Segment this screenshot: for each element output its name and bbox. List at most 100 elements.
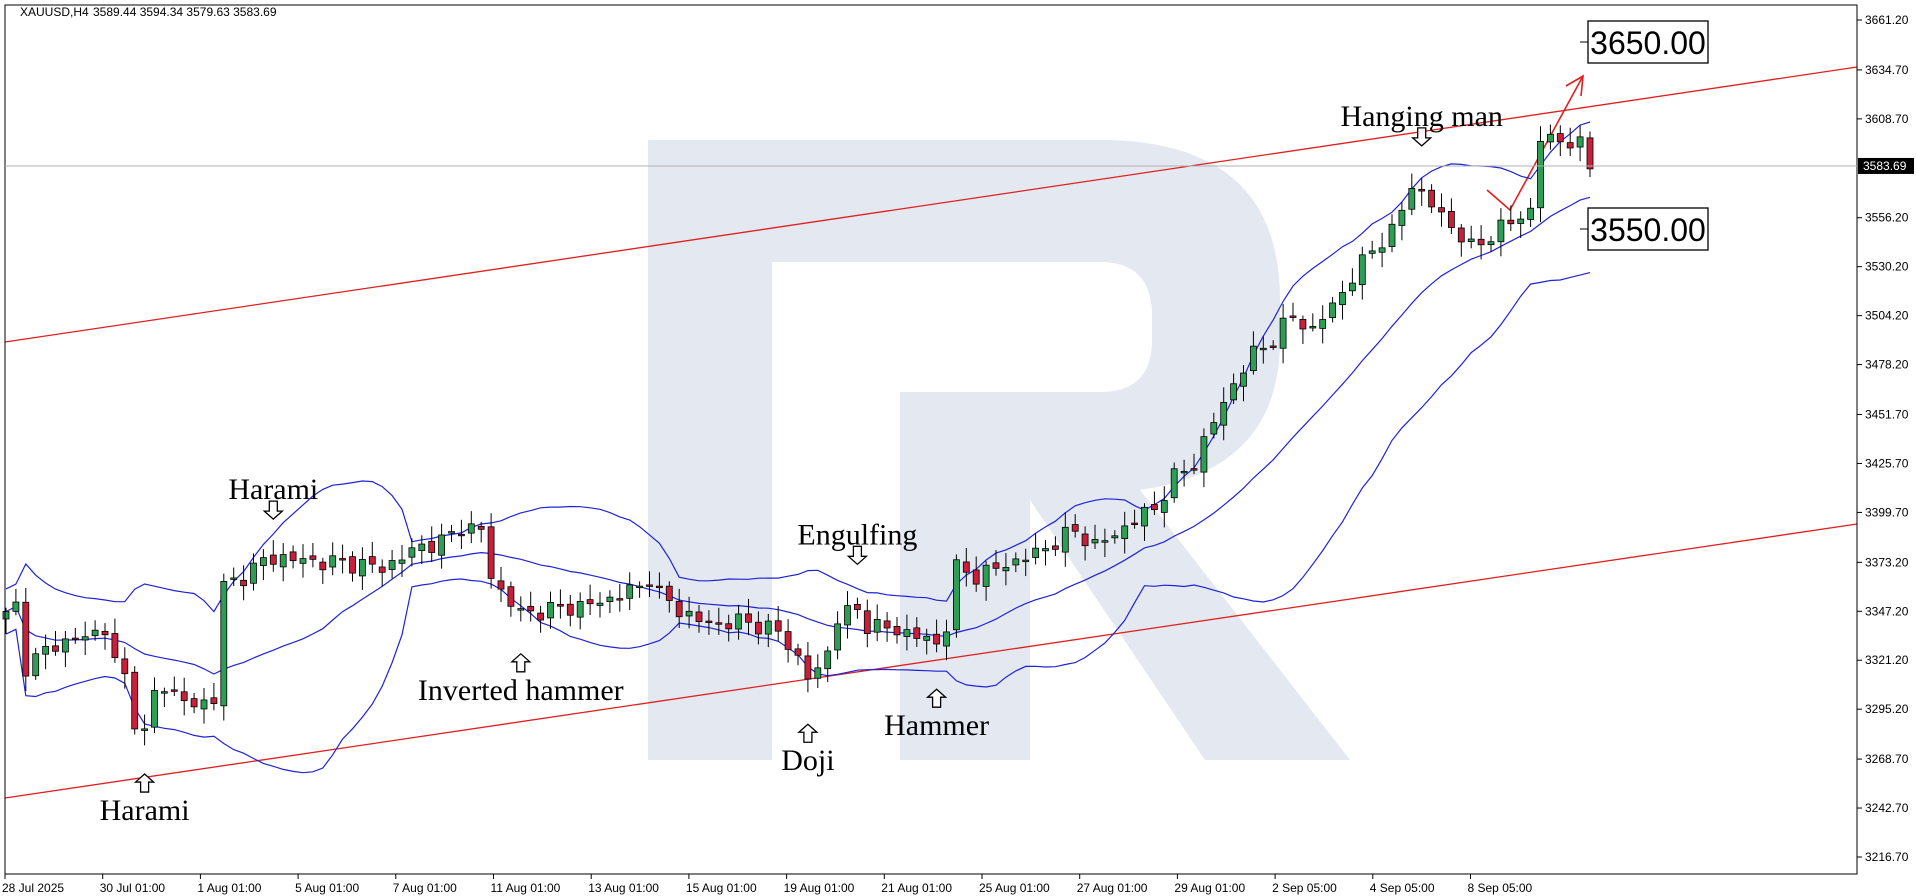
candle	[1418, 177, 1426, 206]
candle-body	[695, 611, 703, 623]
candle-body	[358, 558, 366, 577]
candle-body	[259, 557, 267, 566]
candle-body	[71, 637, 79, 640]
candle	[1022, 548, 1030, 577]
candle	[170, 676, 178, 697]
candle	[269, 540, 277, 572]
candle-body	[1200, 436, 1208, 473]
candle	[1210, 412, 1218, 439]
x-tick-label: 29 Aug 01:00	[1174, 881, 1245, 895]
candle-body	[240, 579, 248, 587]
x-tick-label: 21 Aug 01:00	[881, 881, 952, 895]
candle-body	[1032, 547, 1039, 558]
candle	[1200, 428, 1208, 488]
candle	[22, 588, 30, 692]
candle-body	[1042, 548, 1049, 552]
candle-body	[893, 625, 901, 636]
candle-body	[685, 610, 693, 617]
candle	[141, 714, 149, 746]
candle	[101, 623, 109, 650]
y-tick-label: 3556.20	[1865, 211, 1909, 225]
axes: 3661.20 3634.70 3608.70 3583.69 3556.20 3530.…	[2, 4, 1914, 895]
candle	[1071, 514, 1079, 538]
candle-body	[1081, 533, 1089, 547]
trend-channel	[4, 66, 1858, 799]
candle	[755, 611, 762, 645]
candle-body	[1527, 207, 1534, 220]
candle-body	[141, 728, 149, 731]
candle-body	[220, 581, 228, 707]
pattern-annotation: Harami	[100, 773, 190, 827]
candle	[953, 554, 960, 638]
candle-body	[349, 556, 356, 574]
candle-body	[1091, 539, 1099, 544]
x-tick-label: 4 Sep 05:00	[1370, 881, 1435, 895]
candle	[1151, 491, 1158, 515]
candle	[1547, 124, 1554, 150]
candle	[180, 677, 188, 716]
candle-body	[557, 604, 564, 607]
x-tick-label: 2 Sep 05:00	[1272, 881, 1337, 895]
candle-body	[1299, 319, 1307, 330]
candle	[1111, 530, 1119, 544]
watermark-logo	[648, 140, 1350, 760]
x-tick-label: 7 Aug 01:00	[393, 881, 457, 895]
candle	[279, 543, 287, 582]
price-level: 3650.00	[1580, 20, 1709, 64]
candle	[349, 551, 356, 582]
candle-body	[62, 638, 69, 653]
candle-body	[131, 671, 139, 730]
candle-body	[675, 600, 683, 618]
candle-body	[299, 558, 307, 564]
candle-body	[854, 604, 861, 610]
x-tick-label: 28 Jul 2025	[2, 881, 64, 895]
candle	[923, 628, 931, 655]
candle-body	[1141, 506, 1148, 527]
candle	[933, 619, 940, 653]
candle	[1329, 296, 1336, 323]
candle	[616, 584, 624, 612]
candle	[1042, 540, 1049, 566]
candle	[71, 627, 79, 644]
candle	[784, 619, 792, 663]
candle	[745, 598, 752, 636]
candle-body	[626, 584, 634, 599]
pattern-annotation: Hanging man	[1340, 100, 1503, 147]
candle-body	[42, 646, 49, 655]
candle-body	[279, 554, 287, 568]
y-tick-label: 3530.20	[1865, 260, 1909, 274]
candle-body	[1576, 136, 1584, 148]
candle	[1527, 197, 1534, 227]
candle-body	[200, 699, 208, 710]
candle	[992, 549, 1000, 576]
y-tick-label: 3504.20	[1865, 309, 1909, 323]
candle-body	[1319, 319, 1327, 329]
candle-body	[408, 547, 416, 558]
candle-body	[1408, 188, 1416, 210]
candle-body	[1190, 468, 1198, 471]
candle-body	[388, 560, 396, 570]
candle	[1349, 268, 1356, 296]
candle	[1220, 387, 1228, 441]
candle-body	[1388, 223, 1396, 247]
candle	[319, 557, 327, 584]
candle-body	[824, 650, 832, 670]
price-level-box	[1587, 207, 1709, 251]
candle	[1378, 232, 1386, 268]
candle	[834, 611, 841, 660]
candle-body	[1012, 558, 1020, 566]
current-price-box	[1858, 157, 1914, 174]
candle	[131, 666, 139, 735]
candle	[656, 572, 663, 599]
candle	[1289, 302, 1297, 322]
pattern-annotation: Harami	[228, 473, 318, 520]
candle	[250, 553, 257, 591]
trend-line-lower	[4, 523, 1858, 799]
candle	[91, 620, 99, 641]
candle-body	[438, 534, 446, 556]
candle-body	[1309, 326, 1317, 329]
pattern-label: Harami	[100, 794, 190, 827]
candle-body	[1160, 500, 1168, 513]
candle	[893, 616, 901, 644]
candle-body	[972, 569, 980, 585]
